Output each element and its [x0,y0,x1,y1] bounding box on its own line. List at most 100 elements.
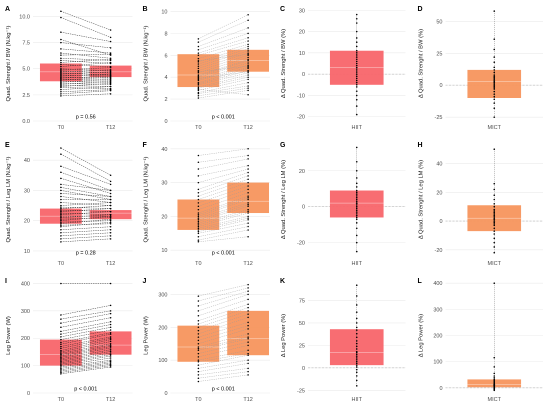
data-point [247,27,249,29]
data-point [60,229,62,231]
data-point [355,311,358,313]
data-point [109,229,112,231]
data-point [109,189,112,192]
data-point [197,361,200,363]
data-point [109,360,112,363]
pair-line [198,333,249,348]
y-tick-label: 25 [436,51,442,57]
data-point [247,74,249,76]
x-tick-label: T0 [195,125,201,131]
data-point [197,88,200,90]
data-point [197,367,200,370]
data-point [109,323,112,326]
data-point [60,67,62,70]
data-point [60,216,62,219]
data-point [60,204,62,207]
data-point [109,355,112,357]
data-point [109,235,112,237]
pair-line [60,365,111,373]
y-tick-label: -20 [435,248,443,254]
data-point [109,192,112,195]
data-point [197,161,200,164]
data-point [109,344,112,346]
data-point [493,198,496,201]
pair-line [60,81,111,85]
data-point [60,367,62,370]
data-point [60,73,62,75]
pair-line [198,66,249,72]
data-point [109,357,112,359]
pair-line [60,235,111,240]
pair-line [60,206,111,209]
data-point [109,81,112,84]
data-point [247,235,249,238]
data-point [355,362,358,365]
data-point [493,282,496,285]
data-point [493,227,496,230]
pair-line [60,58,111,61]
x-tick-label: HIIT [352,261,363,267]
data-point [60,371,62,374]
data-point [355,66,358,69]
pair-line [60,332,111,343]
data-point [197,305,200,307]
data-point [109,73,112,75]
data-point [355,81,358,84]
panel-l: L 0 100 200 300 400 Δ Leg Power (%) MICT [418,278,543,403]
y-tick-label: 2.5 [22,93,30,99]
data-point [197,374,200,376]
data-point [247,229,249,231]
data-point [493,81,496,84]
pair-line [198,168,249,183]
pair-line [198,211,249,226]
data-point [60,48,62,50]
data-point [247,65,249,67]
data-point [247,175,249,177]
data-point [493,85,496,88]
data-point [493,95,496,98]
data-point [247,352,249,355]
panel-letter: L [418,278,423,285]
data-point [109,93,112,95]
data-point [493,86,496,89]
data-point [197,220,200,223]
data-point [197,241,200,243]
pair-line [60,327,111,338]
data-point [60,79,62,81]
pair-line [60,352,111,362]
data-point [355,200,358,203]
data-point [493,102,496,104]
data-point [247,64,249,66]
data-point [355,189,358,192]
data-point [197,208,200,211]
data-point [60,370,62,372]
data-point [355,62,358,65]
pair-line [60,81,111,83]
x-tick-label: T12 [243,397,252,403]
data-point [355,52,358,54]
data-point [197,230,200,233]
data-point [109,304,112,307]
data-point [109,87,112,90]
data-point [60,225,62,228]
data-point [109,352,112,354]
y-tick-label: 400 [21,281,30,287]
y-tick-label: 200 [158,325,167,331]
data-point [247,215,249,218]
data-point [60,70,62,72]
pair-line [60,53,111,56]
x-tick-label: T0 [195,261,201,267]
data-point [247,324,249,327]
data-point [60,224,62,226]
data-point [247,354,249,356]
data-point [60,38,62,41]
y-tick-label: 100 [21,364,30,370]
pair-line [60,85,111,87]
data-point [493,372,496,375]
pair-line [60,86,111,90]
data-point [109,312,112,315]
data-point [247,66,249,69]
pair-line [198,14,249,40]
pair-line [60,193,111,197]
pair-line [60,361,111,369]
